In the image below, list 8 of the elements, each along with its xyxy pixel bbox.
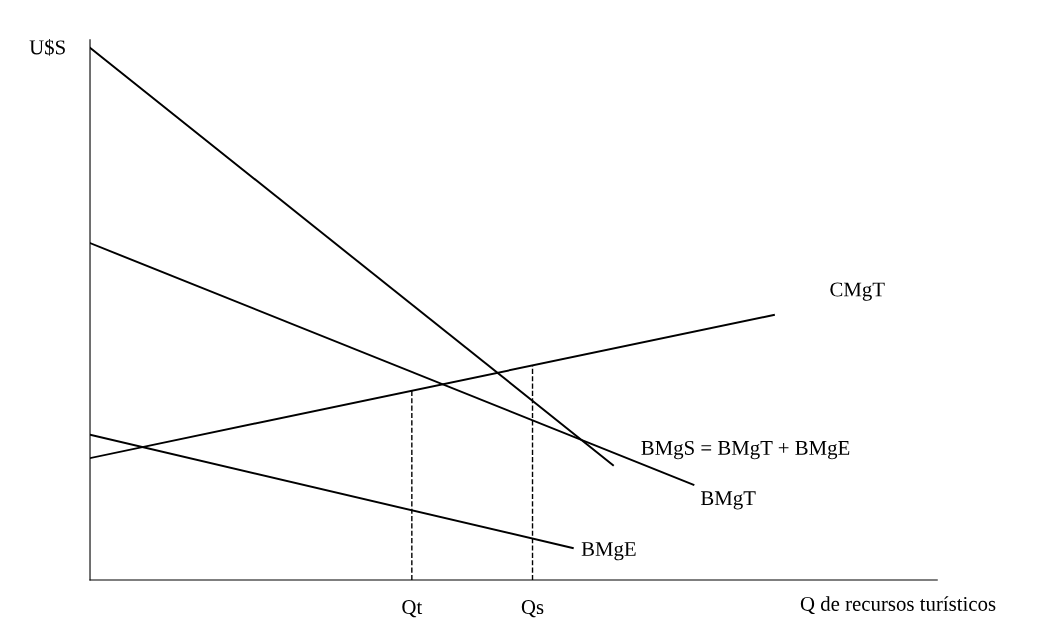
series-label: BMgS = BMgT + BMgE bbox=[641, 440, 850, 460]
series-label: BMgT bbox=[700, 491, 756, 510]
text: CMgT bbox=[830, 282, 885, 301]
x-tick-label: Qs bbox=[521, 600, 544, 618]
series-label: BMgE bbox=[581, 542, 636, 561]
x-axis-title: Q de recursos turísticos bbox=[800, 596, 996, 615]
y-axis-title: U$S bbox=[29, 39, 65, 56]
x-tick-label: Qt bbox=[402, 600, 423, 618]
